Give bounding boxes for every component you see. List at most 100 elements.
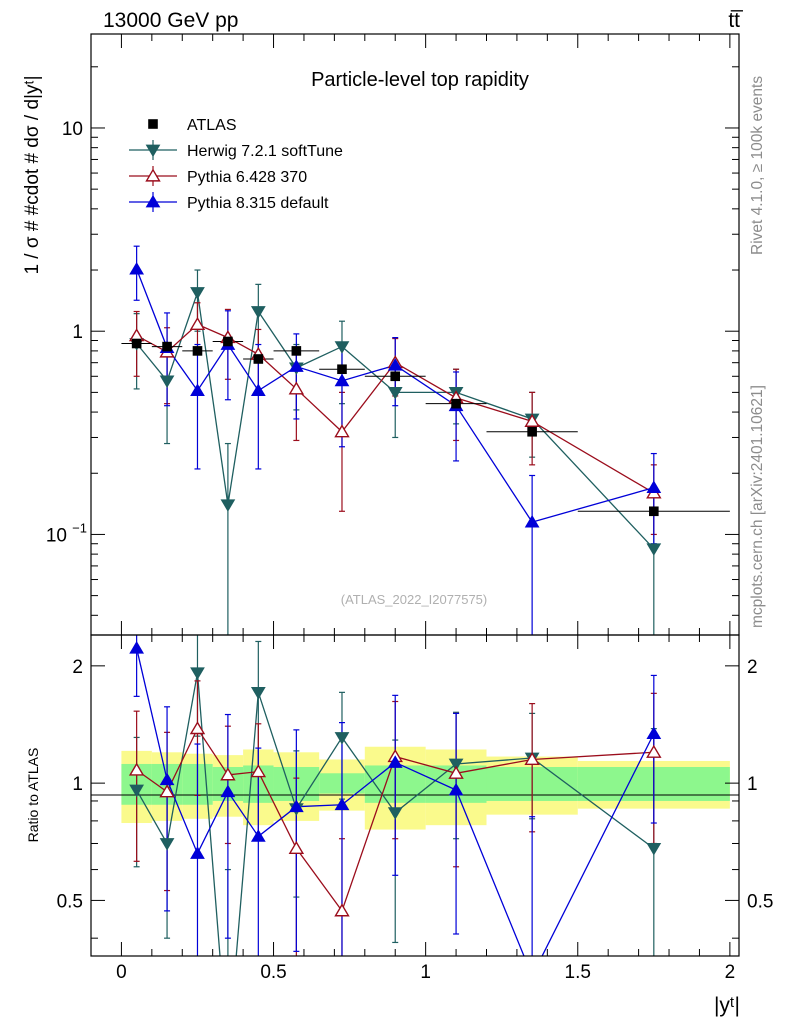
main-ticks: 10 1 10 −1 xyxy=(46,34,739,635)
ratio-y-tick-label-right: 2 xyxy=(747,657,758,678)
series-point xyxy=(288,359,304,372)
ratio-y-axis-label: Ratio to ATLAS xyxy=(25,748,41,843)
series-point xyxy=(250,306,266,319)
series-point xyxy=(250,383,266,397)
series-point xyxy=(334,424,350,438)
legend: ATLAS Herwig 7.2.1 softTune Pythia 6.428 3… xyxy=(129,117,343,212)
data-point xyxy=(162,341,172,352)
ratio-series-point xyxy=(250,686,266,700)
source-label: mcplots.cern.ch [arXiv:2401.10621] xyxy=(749,385,766,628)
legend-marker xyxy=(145,168,161,182)
series-point xyxy=(334,341,350,354)
main-panel: Particle-level top rapidity (ATLAS_2022_… xyxy=(22,33,740,636)
ratio-series-point xyxy=(129,641,145,654)
data-point xyxy=(131,338,142,349)
legend-label: ATLAS xyxy=(187,117,237,134)
ratio-y-tick-label-left: 2 xyxy=(72,657,83,678)
data-point xyxy=(291,346,302,356)
ratio-series-point xyxy=(129,784,145,798)
series-point xyxy=(190,383,205,397)
ratio-y-tick-label-left: 1 xyxy=(72,774,83,795)
data-point xyxy=(451,398,461,409)
x-tick-label: 0 xyxy=(116,962,127,983)
ratio-series-point xyxy=(159,784,175,798)
legend-marker xyxy=(148,119,158,129)
x-ticks: 0 0.5 1 1.5 2 xyxy=(116,635,735,983)
data-point xyxy=(649,506,659,517)
ratio-panel-frame xyxy=(90,634,740,957)
data-point xyxy=(337,364,347,375)
series-point xyxy=(159,375,175,388)
ratio-series-point xyxy=(128,762,145,776)
ratio-series-point xyxy=(448,765,464,779)
data-point xyxy=(527,426,537,437)
ratio-series-point xyxy=(334,732,350,745)
y-tick-label-exponent: −1 xyxy=(72,520,87,535)
y-tick-label: 1 xyxy=(72,322,83,343)
ratio-series-point xyxy=(646,744,662,758)
y-tick-label: 10 xyxy=(62,119,83,140)
process-label: tt̅ xyxy=(728,9,744,32)
legend-marker xyxy=(145,194,161,208)
ratio-series-point xyxy=(220,784,236,798)
ratio-series-point xyxy=(448,758,464,772)
ratio-series-point xyxy=(646,843,662,856)
legend-marker xyxy=(145,144,161,158)
ratio-series xyxy=(128,635,662,956)
series-point xyxy=(646,480,662,493)
ratio-series-point xyxy=(190,667,205,680)
ratio-series-point xyxy=(387,807,403,820)
series-point xyxy=(387,358,403,371)
ratio-series-point xyxy=(250,764,267,778)
ratio-panel: 0.5 0.5 1 1 2 2 Ratio to ATLAS 0 0.5 1 1.5 2 |yᵗ| xyxy=(25,634,773,1017)
x-tick-label: 0.5 xyxy=(260,962,286,983)
data-point xyxy=(223,336,233,347)
rivet-version-label: Rivet 4.1.0, ≥ 100k events xyxy=(749,76,766,255)
ratio-series-point xyxy=(646,726,662,739)
ratio-series-point xyxy=(220,767,236,781)
ratio-series-point xyxy=(288,799,304,813)
energy-label: 13000 GeV pp xyxy=(103,9,238,32)
y-axis-label: 1 / σ # #cdot # dσ / d|yᵗ| xyxy=(22,75,43,274)
ratio-y-tick-label-left: 0.5 xyxy=(57,891,83,912)
ratio-series-point xyxy=(190,846,205,859)
chart-title: Particle-level top rapidity xyxy=(311,69,529,91)
main-series xyxy=(121,245,730,635)
series-point xyxy=(220,499,236,512)
ratio-series-point xyxy=(250,829,266,842)
series-point xyxy=(189,316,206,330)
series-point xyxy=(190,287,205,300)
ratio-series-point xyxy=(159,772,175,786)
analysis-id-label: (ATLAS_2022_I2077575) xyxy=(341,592,487,607)
data-point xyxy=(253,354,264,364)
ratio-series-point xyxy=(387,755,403,768)
ratio-series-point xyxy=(334,903,350,917)
y-tick-label: 10 xyxy=(46,525,67,546)
ratio-y-tick-label-right: 0.5 xyxy=(747,891,773,912)
x-axis-label: |yᵗ| xyxy=(714,994,740,1017)
series-point xyxy=(288,381,305,395)
ratio-series-point xyxy=(448,782,464,796)
legend-label: Pythia 6.428 370 xyxy=(187,169,307,186)
ratio-series-point xyxy=(159,838,175,851)
series-point xyxy=(524,413,540,427)
series-point xyxy=(129,261,145,275)
x-tick-label: 1 xyxy=(420,962,431,983)
series-point xyxy=(524,514,540,528)
legend-label: Pythia 8.315 default xyxy=(187,195,329,212)
series-point xyxy=(387,387,403,400)
ratio-y-tick-label-right: 1 xyxy=(747,774,758,795)
ratio-ticks: 0.5 0.5 1 1 2 2 xyxy=(57,657,773,939)
ratio-series-point xyxy=(288,840,305,854)
x-tick-label: 1.5 xyxy=(565,962,591,983)
legend-label: Herwig 7.2.1 softTune xyxy=(187,143,343,160)
ratio-series-point xyxy=(189,721,206,735)
x-tick-label: 2 xyxy=(725,962,736,983)
ratio-series-point xyxy=(524,751,540,766)
data-point xyxy=(192,346,203,356)
data-point xyxy=(390,371,401,382)
series-point xyxy=(646,543,662,556)
ratio-series-point xyxy=(334,797,350,811)
